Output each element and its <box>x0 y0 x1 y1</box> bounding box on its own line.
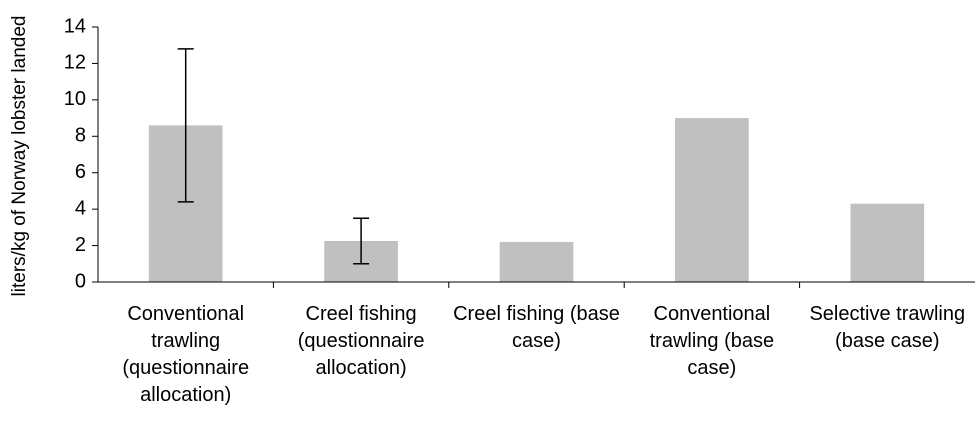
y-tick-label: 8 <box>75 125 86 147</box>
bar <box>675 118 749 282</box>
y-tick-label: 6 <box>75 161 86 183</box>
x-tick-label: Creel fishing (questionnaire allocation) <box>297 303 425 379</box>
x-tick-label: Conventional trawling (base case) <box>649 303 775 379</box>
x-tick-label: Conventional trawling (questionnaire all… <box>122 303 250 406</box>
y-tick-label: 12 <box>64 52 86 74</box>
bar <box>850 203 925 282</box>
error-bar <box>177 48 194 203</box>
x-tick-label: Creel fishing (base case) <box>453 303 620 352</box>
x-tick-label: Selective trawling (base case) <box>809 303 966 352</box>
y-tick-label: 0 <box>75 270 86 292</box>
y-tick-label: 14 <box>64 15 86 37</box>
y-tick-label: 2 <box>75 234 86 256</box>
error-bar <box>353 217 370 265</box>
y-tick-label: 10 <box>64 88 86 110</box>
y-axis-label: liters/kg of Norway lobster landed <box>9 16 30 297</box>
bar <box>499 241 574 282</box>
y-tick-label: 4 <box>75 197 86 219</box>
